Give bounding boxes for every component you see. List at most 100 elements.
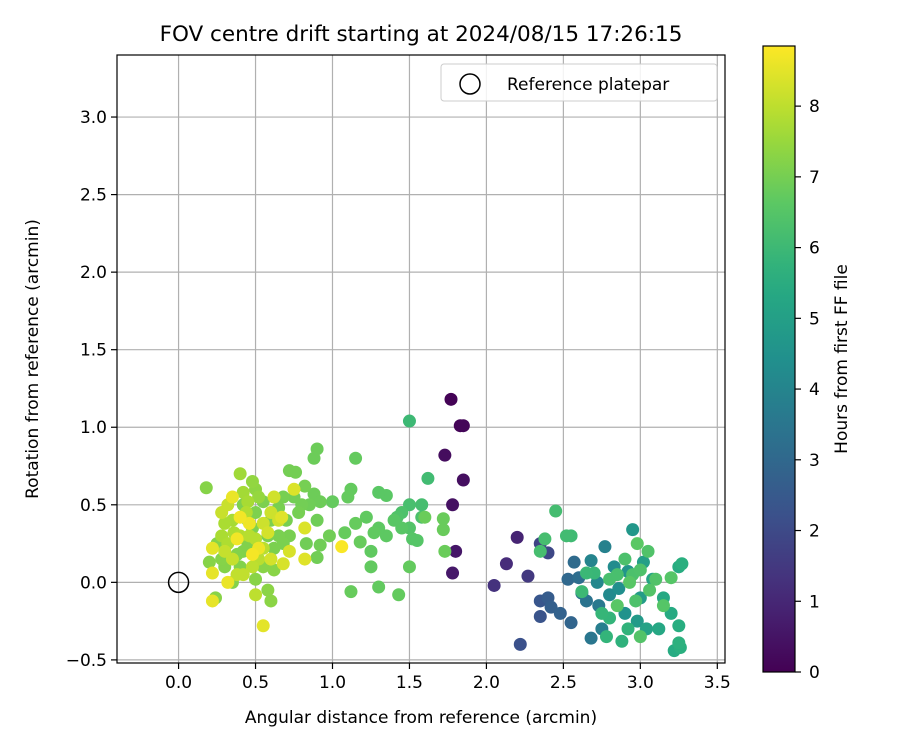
data-point (264, 594, 278, 608)
data-point (292, 506, 306, 520)
data-point (553, 606, 567, 620)
reference-point-marker (167, 571, 190, 594)
data-point (367, 526, 381, 540)
data-point (626, 523, 640, 537)
data-point (615, 634, 629, 648)
data-point (230, 568, 244, 582)
data-point (261, 526, 275, 540)
data-point (561, 572, 575, 586)
data-point (675, 557, 689, 571)
data-point (372, 580, 386, 594)
data-point (599, 630, 613, 644)
colorbar-label: Hours from first FF file (832, 264, 852, 454)
legend-label-reference: Reference platepar (507, 75, 669, 95)
data-point (335, 540, 349, 554)
colorbar-tick-label: 1 (809, 592, 820, 612)
data-point (233, 467, 247, 481)
y-axis-label: Rotation from reference (arcmin) (23, 219, 43, 499)
data-point (282, 544, 296, 558)
data-point (199, 481, 213, 495)
data-point (233, 510, 247, 524)
data-point (410, 533, 424, 547)
data-point (230, 532, 244, 546)
data-point (436, 512, 450, 526)
colorbar-ticks: 0 1 2 3 4 5 6 7 8 (795, 97, 820, 683)
data-point (630, 614, 644, 628)
data-point (421, 471, 435, 485)
colorbar-tick-label: 7 (809, 168, 820, 188)
colorbar-tick-label: 6 (809, 239, 820, 259)
x-tick-label: 2.5 (550, 673, 577, 693)
data-point (436, 523, 450, 537)
data-point (499, 557, 513, 571)
data-point (218, 516, 232, 530)
data-point (310, 513, 324, 527)
x-tick-label: 3.5 (704, 673, 731, 693)
data-point (249, 588, 263, 602)
data-point (276, 557, 290, 571)
data-point (225, 490, 239, 504)
y-axis: −0.5 0.0 0.5 1.0 1.5 2.0 2.5 3.0 (66, 108, 117, 671)
data-point (649, 572, 663, 586)
data-point (438, 448, 452, 462)
data-point (549, 504, 563, 518)
data-point (267, 490, 281, 504)
colorbar-tick-label: 4 (809, 380, 820, 400)
legend: Reference platepar (440, 63, 718, 102)
y-tick-label: −0.5 (66, 651, 107, 671)
reference-marker-layer (167, 571, 190, 594)
x-tick-label: 0.0 (165, 673, 192, 693)
data-point (322, 529, 336, 543)
data-point (584, 554, 598, 568)
x-axis-label: Angular distance from reference (arcmin) (245, 708, 597, 728)
data-point (415, 498, 429, 512)
data-point (672, 619, 686, 633)
data-point (643, 583, 657, 597)
data-point (267, 541, 281, 555)
data-point (510, 530, 524, 544)
data-point (564, 616, 578, 630)
data-point (623, 575, 637, 589)
colorbar-tick-label: 0 (809, 663, 820, 683)
data-point (652, 622, 666, 636)
data-point (446, 566, 460, 580)
data-point (349, 451, 363, 465)
data-point (202, 555, 216, 569)
data-point (533, 544, 547, 558)
data-point (249, 572, 263, 586)
y-tick-label: 2.0 (80, 263, 107, 283)
data-point (359, 510, 373, 524)
data-point (513, 637, 527, 651)
data-point (289, 465, 303, 479)
data-point (245, 547, 259, 561)
data-point (538, 532, 552, 546)
data-point (364, 560, 378, 574)
data-point (241, 495, 255, 509)
y-tick-label: 1.0 (80, 418, 107, 438)
data-point (402, 560, 416, 574)
data-point (456, 419, 470, 433)
data-point (313, 538, 327, 552)
data-point (313, 495, 327, 509)
data-point (438, 544, 452, 558)
data-point (256, 619, 270, 633)
data-point (487, 578, 501, 592)
data-point (621, 622, 635, 636)
legend-marker-reference (459, 73, 481, 95)
data-point (533, 609, 547, 623)
y-tick-label: 1.5 (80, 341, 107, 361)
data-point (456, 473, 470, 487)
legend-box (440, 63, 718, 102)
y-tick-label: 3.0 (80, 108, 107, 128)
x-axis: 0.0 0.5 1.0 1.5 2.0 2.5 3.0 3.5 (165, 663, 731, 693)
colorbar-tick-label: 8 (809, 97, 820, 117)
data-point (298, 479, 312, 493)
data-point (418, 510, 432, 524)
data-point (664, 571, 678, 585)
data-point (353, 535, 367, 549)
data-point (610, 599, 624, 613)
data-point (364, 544, 378, 558)
data-point (618, 552, 632, 566)
